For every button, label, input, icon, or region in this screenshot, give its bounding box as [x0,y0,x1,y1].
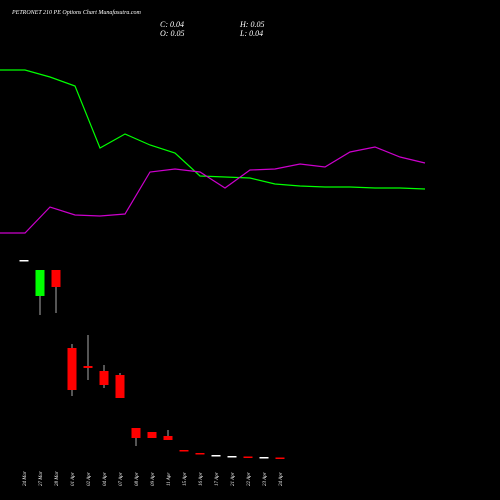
x-tick-label: 23 Apr [263,472,268,486]
x-tick-label: 16 Apr [199,472,204,486]
candle-body [131,428,141,438]
candle-body [211,455,221,457]
candle-body [179,450,189,452]
x-tick-label: 24 Apr [279,472,284,486]
chart-title: PETRONET 210 PE Options Chart Munafasutr… [11,9,142,16]
candle-body [67,348,77,390]
x-tick-label: 02 Apr [87,472,92,486]
candle-body [259,457,269,459]
open-label: O: 0.05 [160,29,184,38]
candle-body [147,432,157,438]
candle-body [115,375,125,398]
x-tick-label: 11 Apr [167,473,172,486]
indicator-line [0,69,426,190]
x-tick-label: 24 Mar [23,471,28,486]
x-tick-label: 22 Apr [247,472,252,486]
x-tick-label: 01 Apr [71,472,76,486]
x-tick-label: 28 Mar [55,471,60,486]
candle-body [195,453,205,455]
x-tick-label: 04 Apr [103,472,108,486]
candle-body [51,270,61,287]
low-label: L: 0.04 [239,29,263,38]
x-tick-label: 09 Apr [151,472,156,486]
high-label: H: 0.05 [239,20,264,29]
candle-body [35,270,45,296]
candle-body [99,371,109,385]
candle-body [227,456,237,458]
candle-body [83,366,93,368]
x-tick-label: 07 Apr [119,472,124,486]
candle-body [19,260,29,262]
x-tick-label: 27 Mar [39,471,44,486]
candle-body [163,436,173,440]
candle-body [243,456,253,458]
x-tick-label: 08 Apr [135,472,140,486]
candle-body [275,457,285,459]
close-label: C: 0.04 [160,20,184,29]
indicator-line [0,146,426,234]
x-tick-label: 21 Apr [231,472,236,486]
x-tick-label: 17 Apr [215,472,220,486]
x-tick-label: 15 Apr [183,472,188,486]
